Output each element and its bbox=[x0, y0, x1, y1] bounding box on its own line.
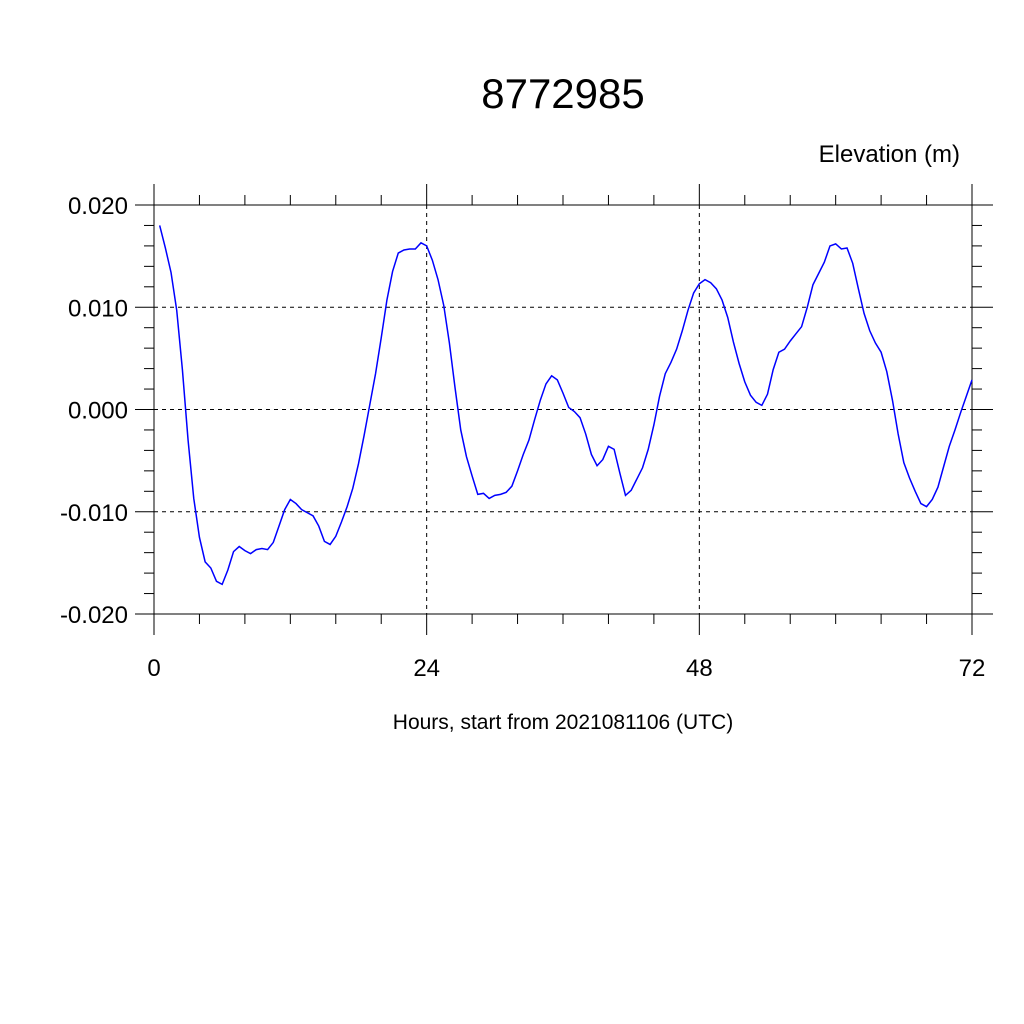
y-tick-label: 0.020 bbox=[68, 193, 128, 220]
y-tick-label: -0.010 bbox=[60, 500, 128, 527]
data-line bbox=[158, 225, 973, 586]
x-tick-label: 72 bbox=[959, 655, 986, 682]
y-axis-label: Elevation (m) bbox=[819, 141, 960, 168]
x-tick-label: 48 bbox=[686, 655, 713, 682]
x-tick-label: 24 bbox=[413, 655, 440, 682]
chart-title: 8772985 bbox=[481, 70, 645, 117]
x-axis-label: Hours, start from 2021081106 (UTC) bbox=[393, 711, 733, 734]
plot-frame bbox=[153, 204, 973, 615]
y-tick-label: -0.020 bbox=[60, 602, 128, 629]
y-tick-label: 0.000 bbox=[68, 398, 128, 425]
y-tick-label: 0.010 bbox=[68, 295, 128, 322]
x-tick-label: 0 bbox=[147, 655, 160, 682]
